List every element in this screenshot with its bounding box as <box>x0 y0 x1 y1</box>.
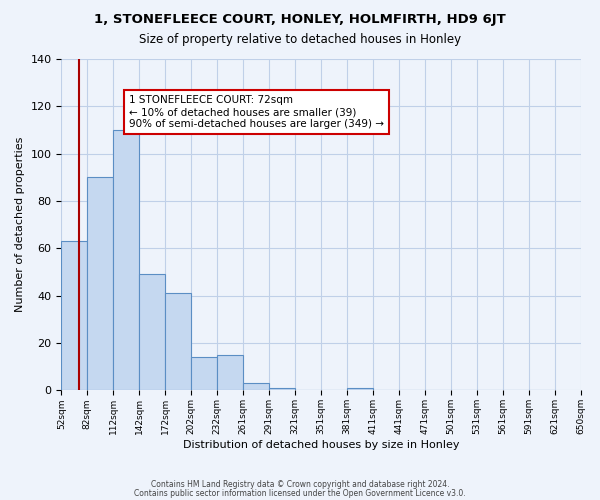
Bar <box>139 274 165 390</box>
Bar <box>217 355 243 390</box>
Bar <box>191 358 217 390</box>
Bar <box>113 130 139 390</box>
Bar <box>347 388 373 390</box>
Text: Size of property relative to detached houses in Honley: Size of property relative to detached ho… <box>139 32 461 46</box>
Bar <box>88 178 113 390</box>
Text: Contains HM Land Registry data © Crown copyright and database right 2024.: Contains HM Land Registry data © Crown c… <box>151 480 449 489</box>
Text: 1 STONEFLEECE COURT: 72sqm
← 10% of detached houses are smaller (39)
90% of semi: 1 STONEFLEECE COURT: 72sqm ← 10% of deta… <box>129 96 384 128</box>
Bar <box>61 242 88 390</box>
Bar <box>269 388 295 390</box>
X-axis label: Distribution of detached houses by size in Honley: Distribution of detached houses by size … <box>183 440 459 450</box>
Text: 1, STONEFLEECE COURT, HONLEY, HOLMFIRTH, HD9 6JT: 1, STONEFLEECE COURT, HONLEY, HOLMFIRTH,… <box>94 12 506 26</box>
Text: Contains public sector information licensed under the Open Government Licence v3: Contains public sector information licen… <box>134 488 466 498</box>
Bar <box>243 384 269 390</box>
Bar <box>165 294 191 390</box>
Y-axis label: Number of detached properties: Number of detached properties <box>15 137 25 312</box>
